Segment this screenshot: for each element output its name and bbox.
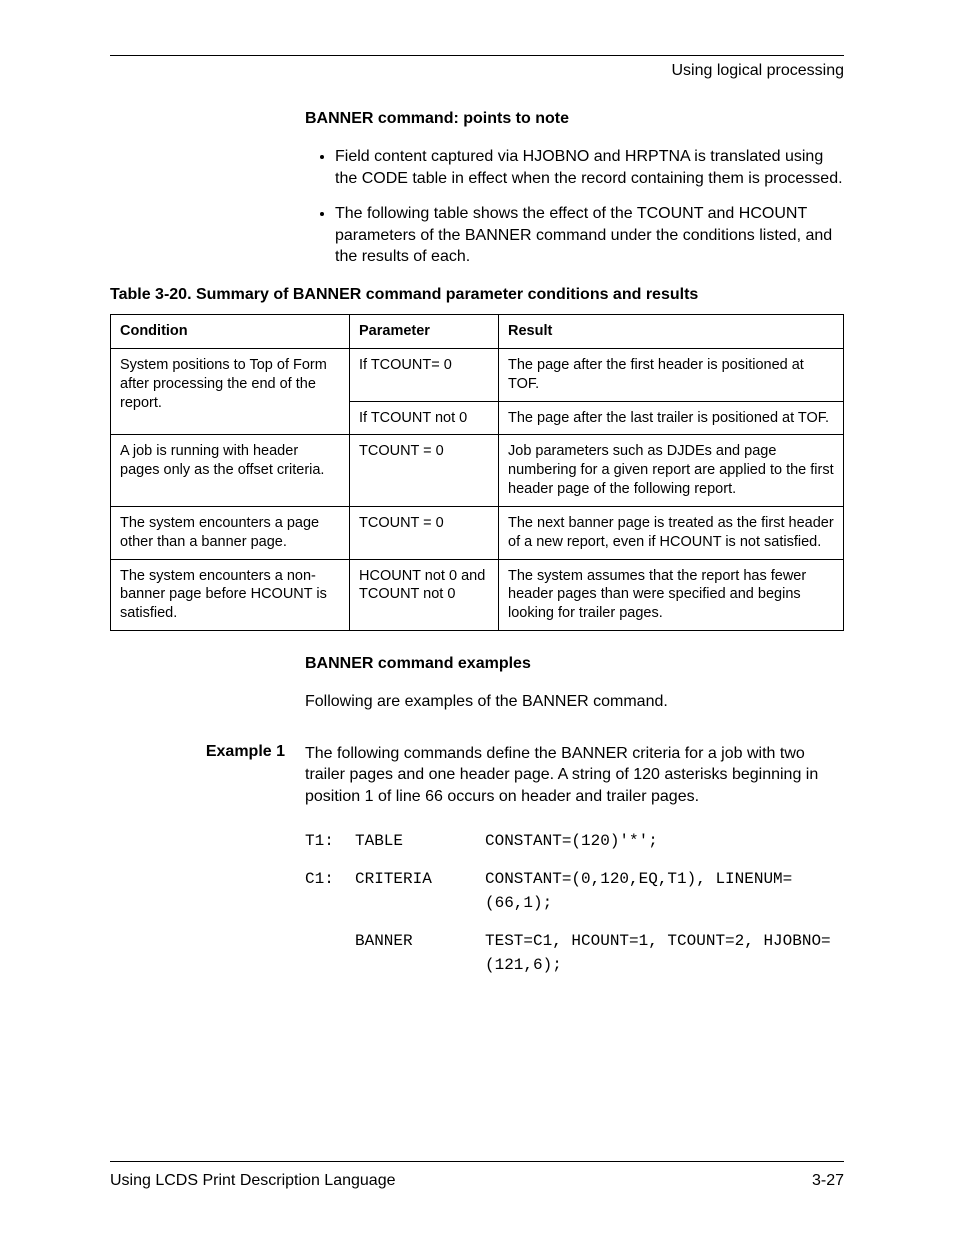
- code-keyword: BANNER: [355, 929, 485, 977]
- cell-result: Job parameters such as DJDEs and page nu…: [499, 435, 844, 507]
- col-header-parameter: Parameter: [350, 314, 499, 348]
- code-label: C1:: [305, 867, 355, 915]
- cell-condition: The system encounters a page other than …: [111, 506, 350, 559]
- heading-examples: BANNER command examples: [305, 655, 844, 673]
- table-row: A job is running with header pages only …: [111, 435, 844, 507]
- code-line: C1: CRITERIA CONSTANT=(0,120,EQ,T1), LIN…: [305, 867, 844, 915]
- code-keyword: TABLE: [355, 829, 485, 853]
- cell-condition: The system encounters a non-banner page …: [111, 559, 350, 631]
- cell-result: The page after the first header is posit…: [499, 348, 844, 401]
- code-value: CONSTANT=(120)'*';: [485, 829, 844, 853]
- table-header-row: Condition Parameter Result: [111, 314, 844, 348]
- code-label: T1:: [305, 829, 355, 853]
- cell-parameter: If TCOUNT= 0: [350, 348, 499, 401]
- running-header: Using logical processing: [110, 62, 844, 80]
- section-points-to-note: BANNER command: points to note Field con…: [305, 110, 844, 268]
- cell-result: The system assumes that the report has f…: [499, 559, 844, 631]
- page: Using logical processing BANNER command:…: [0, 0, 954, 1235]
- cell-result: The page after the last trailer is posit…: [499, 401, 844, 435]
- bullet-item: The following table shows the effect of …: [335, 203, 844, 268]
- code-value: TEST=C1, HCOUNT=1, TCOUNT=2, HJOBNO=(121…: [485, 929, 844, 977]
- code-keyword: CRITERIA: [355, 867, 485, 915]
- code-value: CONSTANT=(0,120,EQ,T1), LINENUM=(66,1);: [485, 867, 844, 915]
- cell-parameter: TCOUNT = 0: [350, 435, 499, 507]
- example-label: Example 1: [110, 743, 305, 808]
- code-line: T1: TABLE CONSTANT=(120)'*';: [305, 829, 844, 853]
- cell-result: The next banner page is treated as the f…: [499, 506, 844, 559]
- footer-line: Using LCDS Print Description Language 3-…: [110, 1172, 844, 1190]
- code-block: T1: TABLE CONSTANT=(120)'*'; C1: CRITERI…: [305, 829, 844, 977]
- table-row: The system encounters a page other than …: [111, 506, 844, 559]
- bullet-item: Field content captured via HJOBNO and HR…: [335, 146, 844, 189]
- footer-left: Using LCDS Print Description Language: [110, 1172, 395, 1190]
- code-line: BANNER TEST=C1, HCOUNT=1, TCOUNT=2, HJOB…: [305, 929, 844, 977]
- header-rule: [110, 55, 844, 56]
- banner-conditions-table: Condition Parameter Result System positi…: [110, 314, 844, 631]
- example-block: Example 1 The following commands define …: [110, 743, 844, 808]
- cell-parameter: If TCOUNT not 0: [350, 401, 499, 435]
- cell-parameter: TCOUNT = 0: [350, 506, 499, 559]
- examples-intro: Following are examples of the BANNER com…: [305, 691, 844, 713]
- col-header-condition: Condition: [111, 314, 350, 348]
- example-text: The following commands define the BANNER…: [305, 743, 844, 808]
- footer-right: 3-27: [812, 1172, 844, 1190]
- table-row: System positions to Top of Form after pr…: [111, 348, 844, 401]
- cell-condition: A job is running with header pages only …: [111, 435, 350, 507]
- table-row: The system encounters a non-banner page …: [111, 559, 844, 631]
- bullet-list: Field content captured via HJOBNO and HR…: [305, 146, 844, 268]
- section-examples: BANNER command examples Following are ex…: [305, 655, 844, 713]
- page-footer: Using LCDS Print Description Language 3-…: [110, 1161, 844, 1190]
- footer-rule: [110, 1161, 844, 1162]
- col-header-result: Result: [499, 314, 844, 348]
- cell-condition: System positions to Top of Form after pr…: [111, 348, 350, 435]
- cell-parameter: HCOUNT not 0 and TCOUNT not 0: [350, 559, 499, 631]
- code-label: [305, 929, 355, 977]
- heading-points-to-note: BANNER command: points to note: [305, 110, 844, 128]
- table-caption: Table 3-20. Summary of BANNER command pa…: [110, 286, 844, 304]
